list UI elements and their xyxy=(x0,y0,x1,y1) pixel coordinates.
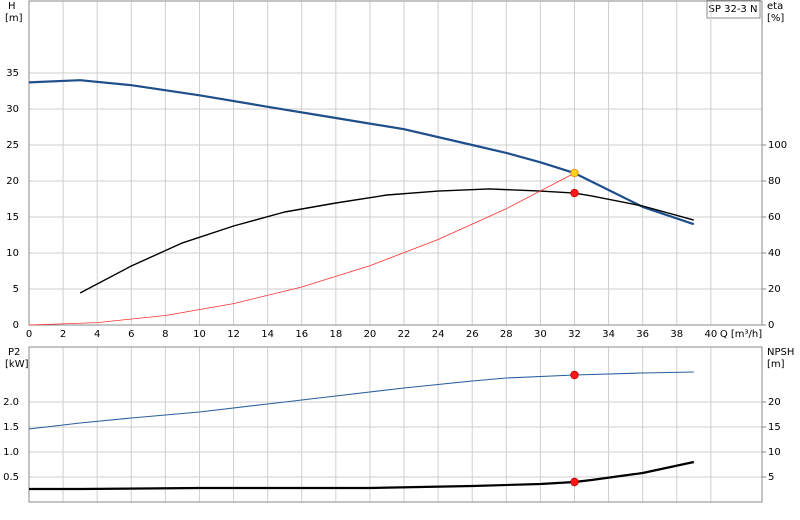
duty-point xyxy=(570,370,579,380)
x-tick-label: 26 xyxy=(466,329,479,340)
curve xyxy=(79,188,694,294)
y-tick-label: 0 xyxy=(13,320,19,331)
y-tick-label: 2.0 xyxy=(3,397,19,408)
x-tick-label: 8 xyxy=(162,329,168,340)
x-label: Q [m³/h] xyxy=(720,329,762,340)
curve xyxy=(28,371,694,430)
y-tick-label: 10 xyxy=(6,248,19,259)
y2-tick-label: 5 xyxy=(768,472,774,483)
y-tick-label: 35 xyxy=(6,68,19,79)
badge-box xyxy=(706,0,761,19)
curve xyxy=(28,79,695,226)
x-tick-label: 38 xyxy=(670,329,683,340)
y-label: P2 xyxy=(8,347,20,358)
x-tick-label: 14 xyxy=(261,329,274,340)
x-tick-label: 6 xyxy=(128,329,134,340)
y2-tick-label: 0 xyxy=(768,320,774,331)
y2-label: NPSH xyxy=(767,347,794,358)
y2-tick-label: 80 xyxy=(768,176,781,187)
y2-tick-label: 20 xyxy=(768,284,781,295)
plot-frame xyxy=(28,346,763,503)
y-tick-label: 1.5 xyxy=(3,422,19,433)
y-tick-label: 25 xyxy=(6,140,19,151)
y-label: H xyxy=(8,1,16,12)
y-tick-label: 15 xyxy=(6,212,19,223)
y2-label: eta xyxy=(767,1,783,12)
x-tick-label: 40 xyxy=(704,329,717,340)
duty-point xyxy=(570,168,579,178)
y-tick-label: 20 xyxy=(6,176,19,187)
x-tick-label: 4 xyxy=(94,329,100,340)
y2-tick-label: 40 xyxy=(768,248,781,259)
curve xyxy=(28,172,575,326)
x-tick-label: 18 xyxy=(329,329,342,340)
y-tick-label: 0.5 xyxy=(3,472,19,483)
x-tick-label: 30 xyxy=(534,329,547,340)
x-tick-label: 20 xyxy=(364,329,377,340)
y2-tick-label: 100 xyxy=(768,140,787,151)
y2-tick-label: 20 xyxy=(768,397,781,408)
y-unit: [m] xyxy=(5,13,23,24)
curve xyxy=(29,460,695,491)
x-tick-label: 16 xyxy=(295,329,308,340)
y2-unit: [m] xyxy=(767,359,785,370)
x-tick-label: 2 xyxy=(60,329,66,340)
x-tick-label: 0 xyxy=(26,329,32,340)
y2-tick-label: 60 xyxy=(768,212,781,223)
y-tick-label: 1.0 xyxy=(3,447,19,458)
y2-unit: [%] xyxy=(767,13,784,24)
y2-tick-label: 15 xyxy=(768,422,781,433)
x-tick-label: 22 xyxy=(398,329,411,340)
duty-point xyxy=(570,188,579,198)
x-tick-label: 32 xyxy=(568,329,581,340)
y-unit: [kW] xyxy=(5,359,29,370)
y2-tick-label: 10 xyxy=(768,447,781,458)
x-tick-label: 10 xyxy=(193,329,206,340)
x-tick-label: 24 xyxy=(432,329,445,340)
x-tick-label: 36 xyxy=(636,329,649,340)
y-tick-label: 5 xyxy=(13,284,19,295)
plot-frame xyxy=(28,0,763,326)
duty-point xyxy=(570,477,579,487)
x-tick-label: 28 xyxy=(500,329,513,340)
x-tick-label: 12 xyxy=(227,329,240,340)
x-tick-label: 34 xyxy=(602,329,615,340)
y-tick-label: 30 xyxy=(6,104,19,115)
badge: SP 32-3 N xyxy=(709,4,758,15)
